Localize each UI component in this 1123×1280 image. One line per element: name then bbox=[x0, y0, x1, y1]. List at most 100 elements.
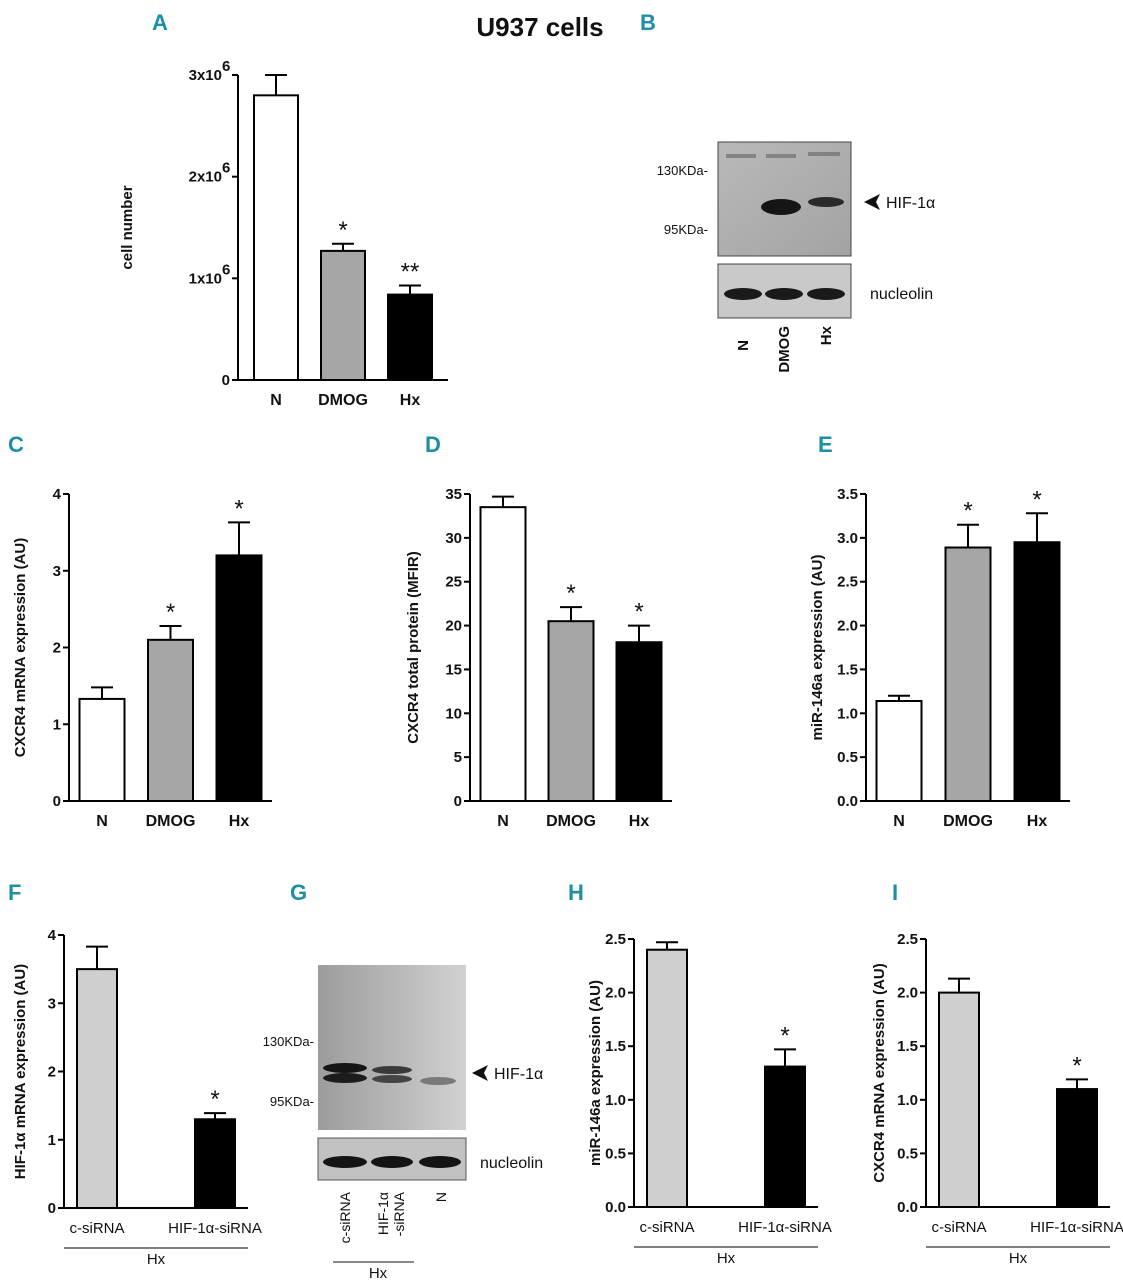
chart-f-hif1a-mrna: 0 1 2 3 4 HIF-1α mRNA expression (AU) c-siRNA *… bbox=[12, 927, 262, 1268]
y-tick-label: 2.5 bbox=[837, 574, 858, 591]
blot-g-marker-130: 130KDa- bbox=[263, 1034, 314, 1049]
blot-g-main-membrane bbox=[318, 965, 466, 1130]
blot-b-top-band-1 bbox=[726, 154, 756, 158]
bar-1 bbox=[78, 697, 126, 802]
blot-b-hif-band-hx bbox=[808, 197, 844, 207]
y-tick-label: 4 bbox=[48, 927, 57, 944]
blot-g-hif-band-c-sirna-upper bbox=[323, 1063, 367, 1073]
category-label-1: c-siRNA bbox=[640, 1219, 695, 1236]
bar-1 bbox=[938, 991, 980, 1208]
category-label-1: c-siRNA bbox=[70, 1220, 125, 1237]
chart-d-cxcr4-protein: 0 5 10 15 20 25 30 35 CXCR4 total protein (MFIR)… bbox=[405, 486, 672, 830]
blot-b-nucleolin-band-3 bbox=[807, 288, 845, 300]
blot-g-nucleolin-band-2 bbox=[371, 1156, 413, 1168]
y-tick-label: 2.0 bbox=[837, 618, 858, 635]
blot-g-nucleolin-band-1 bbox=[323, 1156, 367, 1168]
y-tick-label: 25 bbox=[445, 574, 462, 591]
y-tick-label: 2 bbox=[48, 1064, 56, 1081]
panel-label-c: C bbox=[8, 432, 24, 457]
bar-2 bbox=[547, 620, 595, 803]
y-tick-label: 3 bbox=[53, 563, 61, 580]
category-label-2: DMOG bbox=[318, 392, 368, 409]
category-label-3: Hx bbox=[400, 392, 421, 409]
y-tick-label: 2.0 bbox=[605, 985, 626, 1002]
bar-3 bbox=[1013, 541, 1061, 802]
significance-marker-2: * bbox=[210, 1086, 219, 1113]
figure-title: U937 cells bbox=[476, 12, 603, 42]
western-blot-g: 130KDa- 95KDa- HIF-1α nucleolin c-siRNA … bbox=[263, 965, 543, 1280]
y-tick-label: 1.5 bbox=[837, 661, 858, 678]
bar-1 bbox=[875, 700, 923, 803]
blot-b-hif-label: HIF-1α bbox=[886, 195, 935, 212]
y-tick-label: 0.0 bbox=[897, 1199, 918, 1216]
chart-c-cxcr4-mrna: 0 1 2 3 4 CXCR4 mRNA expression (AU) N * DMOG * Hx bbox=[12, 486, 272, 830]
blot-g-hif-band-c-sirna-lower bbox=[323, 1073, 367, 1083]
category-label-2: HIF-1α-siRNA bbox=[168, 1220, 262, 1237]
y-axis-label: miR-146a expression (AU) bbox=[587, 980, 604, 1166]
blot-b-nucleolin-band-1 bbox=[724, 288, 762, 300]
bar-2 bbox=[320, 249, 366, 381]
y-tick-label: 2.5 bbox=[897, 931, 918, 948]
bar-1 bbox=[76, 968, 118, 1209]
blot-g-lane-hif-sirna-line2: -siRNA bbox=[391, 1191, 407, 1236]
blot-g-marker-95: 95KDa- bbox=[270, 1094, 314, 1109]
bar-3 bbox=[387, 293, 433, 382]
chart-e-mir146a: 0.0 0.5 1.0 1.5 2.0 2.5 3.0 3.5 miR-146a express… bbox=[809, 486, 1070, 830]
y-tick-label: 20 bbox=[445, 618, 462, 635]
blot-b-nucleolin-band-2 bbox=[765, 288, 803, 300]
category-label-2: HIF-1α-siRNA bbox=[738, 1219, 832, 1236]
y-tick-label: 2.5 bbox=[605, 931, 626, 948]
bar-3 bbox=[615, 641, 663, 802]
y-tick-label: 1.5 bbox=[605, 1038, 626, 1055]
bar-1 bbox=[646, 948, 688, 1208]
y-tick-label: 2.0 bbox=[897, 985, 918, 1002]
y-tick-label: 0.5 bbox=[897, 1145, 918, 1162]
significance-marker-3: * bbox=[234, 495, 243, 522]
y-tick-label: 2 bbox=[53, 640, 61, 657]
blot-b-lane-n: N bbox=[735, 340, 752, 351]
y-tick-label: 3.0 bbox=[837, 530, 858, 547]
panel-label-e: E bbox=[818, 432, 833, 457]
bar-2 bbox=[194, 1118, 236, 1210]
category-label-2: DMOG bbox=[146, 813, 196, 830]
blot-b-marker-130: 130KDa- bbox=[657, 163, 708, 178]
category-label-3: Hx bbox=[629, 813, 650, 830]
significance-marker-2: * bbox=[963, 498, 972, 525]
bar-1 bbox=[479, 506, 527, 802]
category-label-2: DMOG bbox=[943, 813, 993, 830]
y-tick-label: 15 bbox=[445, 661, 462, 678]
y-tick-label: 5 bbox=[454, 749, 462, 766]
y-axis-label: HIF-1α mRNA expression (AU) bbox=[12, 964, 29, 1179]
significance-marker-2: * bbox=[780, 1022, 789, 1049]
blot-b-marker-95: 95KDa- bbox=[664, 222, 708, 237]
blot-b-arrowhead-icon bbox=[864, 194, 880, 210]
blot-b-top-band-3 bbox=[808, 152, 840, 156]
y-tick-label: 3x10 bbox=[189, 67, 222, 84]
y-tick-label: 0 bbox=[222, 372, 230, 389]
category-label-2: HIF-1α-siRNA bbox=[1030, 1219, 1123, 1236]
blot-g-lane-n: N bbox=[433, 1192, 449, 1202]
category-label-3: Hx bbox=[229, 813, 250, 830]
y-axis-label: CXCR4 mRNA expression (AU) bbox=[871, 963, 888, 1183]
blot-b-top-band-2 bbox=[766, 154, 796, 158]
y-axis-label: CXCR4 mRNA expression (AU) bbox=[12, 538, 29, 758]
y-tick-label: 35 bbox=[445, 486, 462, 503]
blot-g-hif-band-n bbox=[420, 1077, 456, 1085]
significance-marker-2: * bbox=[566, 580, 575, 607]
y-tick-label: 0.0 bbox=[837, 793, 858, 810]
panel-label-h: H bbox=[568, 880, 584, 905]
blot-g-lane-hif-sirna-line1: HIF-1α bbox=[375, 1192, 391, 1235]
chart-h-mir146a-sirna: 0.0 0.5 1.0 1.5 2.0 2.5 miR-146a expression (A… bbox=[587, 931, 832, 1267]
y-axis-label: miR-146a expression (AU) bbox=[809, 555, 826, 741]
blot-g-hif-band-hif-sirna-lower bbox=[372, 1075, 412, 1083]
group-label: Hx bbox=[147, 1251, 166, 1268]
bar-3 bbox=[215, 554, 263, 803]
significance-marker-3: * bbox=[1032, 486, 1041, 513]
bar-2 bbox=[1056, 1088, 1098, 1208]
blot-g-lane-c-sirna: c-siRNA bbox=[337, 1191, 353, 1243]
y-tick-label: 0 bbox=[454, 793, 462, 810]
significance-marker-3: * bbox=[634, 599, 643, 626]
blot-b-nucleolin-label: nucleolin bbox=[870, 286, 933, 303]
